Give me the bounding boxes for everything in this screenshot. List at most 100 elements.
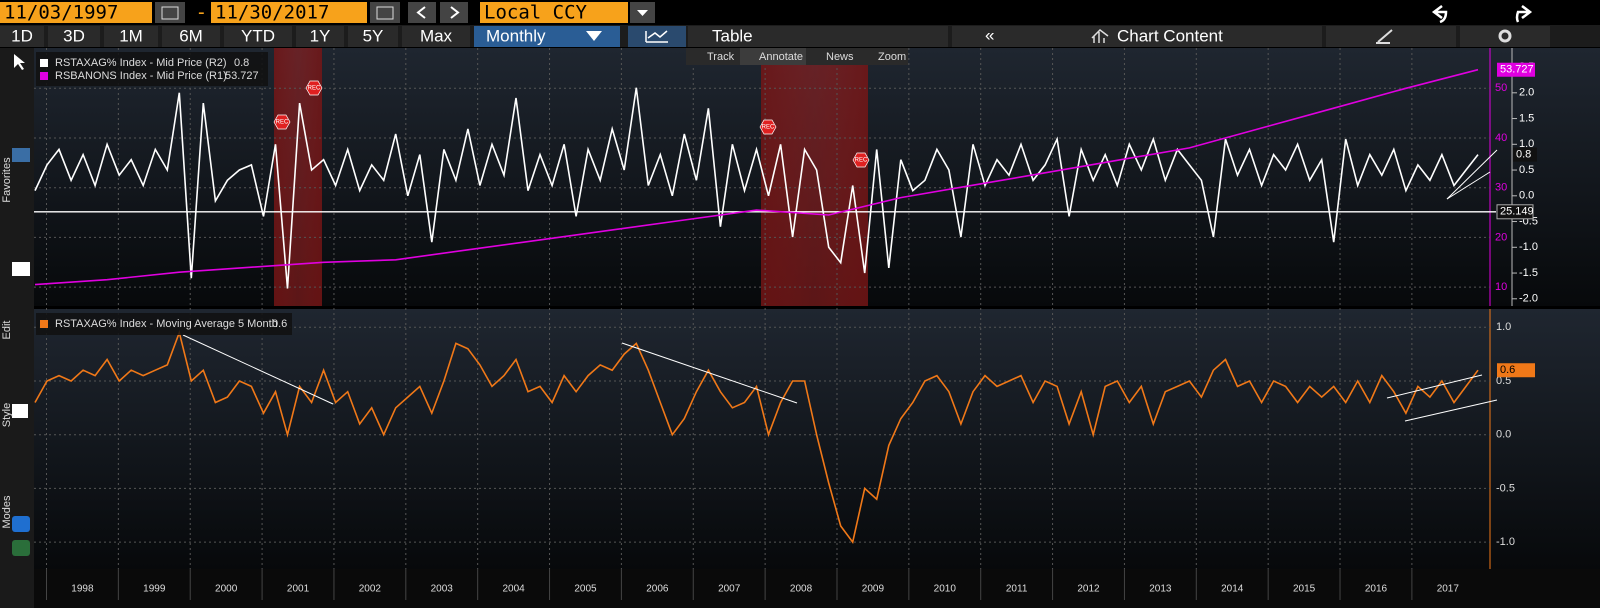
x-tick-label: 2014 <box>1221 584 1244 595</box>
currency: Local CCY <box>484 2 588 24</box>
range-button[interactable] <box>162 26 220 47</box>
annotate-button[interactable] <box>740 48 806 65</box>
icon <box>416 6 426 19</box>
y-tick-label: 20 <box>1495 231 1507 243</box>
last-value-label: 0.6 <box>1500 364 1515 376</box>
recession-label: REC <box>308 86 321 92</box>
date-field[interactable] <box>0 2 152 23</box>
y2-tick-label: 2.0 <box>1519 87 1534 99</box>
table-button[interactable] <box>688 26 948 47</box>
y2-tick-label: -1.5 <box>1519 267 1538 279</box>
next-button[interactable] <box>440 2 468 23</box>
range-label[interactable]: Max <box>420 26 453 45</box>
series-line <box>34 329 1479 544</box>
y-tick-label: -0.5 <box>1496 482 1515 494</box>
range-button[interactable] <box>0 26 44 47</box>
y-tick-label: 40 <box>1495 132 1507 144</box>
icon <box>637 10 648 16</box>
range-label[interactable]: 1M <box>119 26 143 45</box>
y-tick-label: 30 <box>1495 182 1507 194</box>
recession-badge <box>305 80 323 96</box>
frequency-button[interactable] <box>474 26 620 47</box>
y2-tick-label: 0.0 <box>1519 190 1534 202</box>
trend-line <box>1446 149 1498 200</box>
y2-tick-label: 1.5 <box>1519 112 1534 124</box>
calendar-button[interactable] <box>155 2 185 23</box>
recession-badge <box>273 114 291 130</box>
sidebar-label: Favorites <box>1 157 13 203</box>
tool-icon[interactable] <box>12 516 30 532</box>
legend-label: RSTAXAG% Index - Moving Average 5 Month <box>55 318 278 330</box>
sidebar-label: Style <box>1 403 13 427</box>
recession-shade <box>761 48 868 306</box>
y2-tick-label: -2.0 <box>1519 293 1538 305</box>
chart-content: Chart Content <box>1117 26 1223 45</box>
trend-line <box>1386 374 1483 399</box>
legend-value: 0.8 <box>234 57 249 69</box>
tool[interactable]: News <box>826 51 854 63</box>
range-button[interactable] <box>48 26 100 47</box>
y-tick-label: 0.0 <box>1496 429 1511 441</box>
trend-line <box>1446 171 1491 200</box>
tool-icon[interactable] <box>12 404 28 418</box>
recession-badge <box>852 152 870 168</box>
table: Table <box>712 26 753 45</box>
x-tick-label: 2007 <box>718 584 741 595</box>
legend-value: 53.727 <box>225 70 259 82</box>
y2-tick-label: 0.5 <box>1519 164 1534 176</box>
chart-type-button[interactable] <box>628 26 686 47</box>
dash: - <box>198 1 205 23</box>
y2-tick-label: -1.0 <box>1519 241 1538 253</box>
y-tick-label: 10 <box>1495 281 1507 293</box>
x-tick-label: 2000 <box>215 584 238 595</box>
range-button[interactable] <box>402 26 470 47</box>
trend-line <box>621 342 798 404</box>
prev-button[interactable] <box>408 2 436 23</box>
tool-icon[interactable] <box>12 540 30 556</box>
legend-value: 0.6 <box>272 318 287 330</box>
y-tick-label: 0.5 <box>1496 375 1511 387</box>
icon <box>645 30 668 43</box>
x-tick-label: 1999 <box>143 584 166 595</box>
range-label[interactable]: 5Y <box>363 26 384 45</box>
calendar-button[interactable] <box>370 2 400 23</box>
tool-icon[interactable] <box>12 148 30 162</box>
range-label[interactable]: YTD <box>241 26 275 45</box>
x-tick-label: 2005 <box>574 584 597 595</box>
edit-button[interactable] <box>1326 26 1456 47</box>
sidebar-label: Edit <box>1 321 13 340</box>
y-tick-label: 50 <box>1495 82 1507 94</box>
range-label[interactable]: 3D <box>63 26 85 45</box>
frequency: Monthly <box>486 26 546 45</box>
y2-tick-label: 1.0 <box>1519 138 1534 150</box>
undo-button[interactable] <box>1431 5 1448 24</box>
settings-button[interactable] <box>1460 26 1550 47</box>
range-button[interactable] <box>224 26 292 47</box>
currency-field[interactable] <box>480 2 628 23</box>
icon <box>586 31 602 41</box>
last-value-box <box>1497 363 1535 378</box>
sidebar <box>0 48 34 608</box>
tool-icon[interactable] <box>14 54 25 70</box>
legend-label: RSBANONS Index - Mid Price (R1) <box>55 70 227 82</box>
range-label[interactable]: 6M <box>179 26 203 45</box>
range-label[interactable]: 1Y <box>310 26 331 45</box>
range-label[interactable]: 1D <box>11 26 33 45</box>
sidebar-label: Modes <box>1 495 13 529</box>
date-field[interactable] <box>211 2 367 23</box>
tool[interactable]: Annotate <box>759 51 803 63</box>
collapse-icon: « <box>985 25 994 44</box>
chart-content-button[interactable] <box>952 26 1322 47</box>
icon <box>1376 29 1393 44</box>
range-button[interactable] <box>348 26 398 47</box>
legend <box>36 313 292 335</box>
redo-button[interactable] <box>1515 5 1533 23</box>
last-value-box <box>1513 147 1537 162</box>
series-line <box>34 68 1479 286</box>
range-button[interactable] <box>296 26 344 47</box>
tool-icon[interactable] <box>12 262 30 276</box>
tool[interactable]: Zoom <box>878 51 906 63</box>
range-button[interactable] <box>104 26 158 47</box>
tool[interactable]: Track <box>707 51 735 63</box>
x-tick-label: 2015 <box>1293 584 1316 595</box>
